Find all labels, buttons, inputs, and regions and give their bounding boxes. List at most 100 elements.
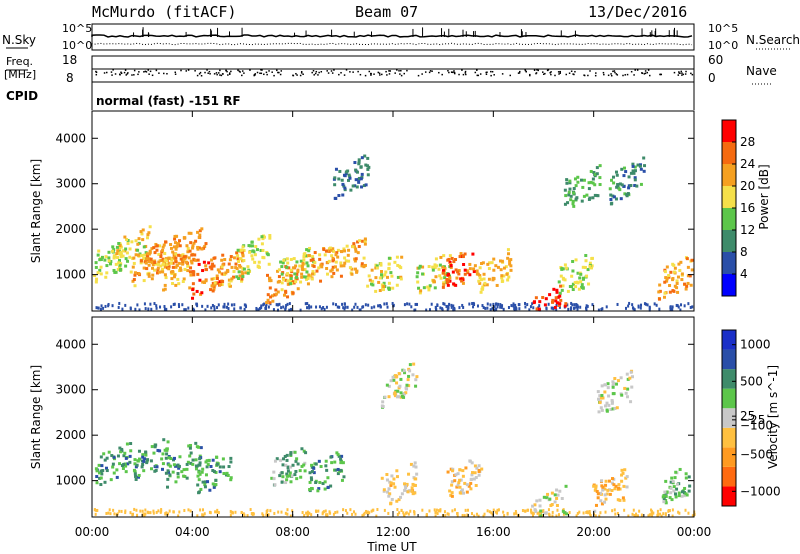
heat-cell [272, 470, 276, 474]
heat-cell [235, 275, 239, 279]
heat-cell [163, 305, 166, 309]
heat-cell [163, 307, 166, 311]
heat-cell [364, 163, 368, 167]
heat-cell [171, 265, 175, 269]
heat-cell [196, 514, 199, 518]
heat-cell [575, 304, 578, 308]
heat-cell [229, 279, 233, 283]
freq-dot [125, 74, 127, 76]
heat-cell [207, 459, 211, 463]
heat-cell [227, 302, 230, 306]
heat-cell [218, 270, 222, 274]
heat-cell [623, 468, 627, 472]
heat-cell [449, 264, 453, 268]
heat-cell [673, 266, 677, 270]
heat-cell [158, 270, 162, 274]
heat-cell [363, 154, 367, 158]
heat-cell [631, 169, 635, 173]
heat-cell [126, 241, 130, 245]
heat-cell [349, 188, 353, 192]
heat-cell [293, 473, 297, 477]
heat-cell [267, 262, 271, 266]
heat-cell [506, 248, 510, 252]
heat-cell [442, 282, 446, 286]
heat-cell [477, 470, 481, 474]
freq-dot [557, 71, 560, 73]
heat-cell [533, 503, 537, 507]
heat-cell [556, 508, 559, 512]
heat-cell [404, 486, 408, 490]
heat-cell [402, 511, 405, 515]
heat-cell [147, 272, 151, 276]
heat-cell [334, 511, 337, 515]
heat-cell [468, 302, 471, 306]
freq-dot [151, 74, 154, 77]
heat-cell [295, 272, 299, 276]
freq-dot [454, 72, 456, 75]
heat-cell [113, 512, 116, 516]
freq-dot [389, 70, 392, 72]
heat-cell [400, 508, 403, 512]
heat-cell [592, 171, 596, 175]
heat-cell [663, 270, 667, 274]
heat-cell [204, 267, 208, 271]
heat-cell [389, 379, 393, 383]
noise-left-tick-bottom: 10^0 [62, 39, 92, 52]
heat-cell [680, 490, 684, 494]
heat-cell [260, 242, 264, 246]
heat-cell [276, 290, 280, 294]
heat-cell [619, 376, 623, 380]
colorbar-frame [721, 329, 737, 507]
heat-cell [609, 202, 613, 206]
heat-cell [383, 273, 387, 277]
heat-cell [208, 488, 212, 492]
heat-cell [595, 194, 599, 198]
heat-cell [241, 275, 245, 279]
heat-cell [215, 510, 218, 514]
freq-dot [491, 70, 494, 73]
heat-cell [268, 236, 272, 240]
heat-cell [460, 279, 464, 283]
heat-cell [375, 264, 379, 268]
heat-cell [155, 304, 158, 308]
freq-dot [295, 72, 297, 75]
heat-cell [576, 305, 579, 309]
heat-cell [142, 469, 146, 473]
heat-cell [140, 465, 144, 469]
heat-cell [124, 264, 128, 268]
heat-cell [372, 508, 375, 512]
heat-cell [115, 252, 119, 256]
heat-cell [673, 492, 677, 496]
heat-cell [379, 262, 383, 266]
heat-cell [553, 305, 557, 309]
heat-cell [614, 170, 618, 174]
heat-cell [313, 261, 317, 265]
heat-cell [396, 263, 400, 267]
heat-cell [405, 387, 409, 391]
heat-cell [197, 478, 201, 482]
heat-cell [308, 471, 312, 475]
heat-cell [524, 301, 527, 305]
heat-cell [609, 198, 613, 202]
heat-cell [674, 495, 678, 499]
power-colorbar-label: Power [dB] [757, 164, 771, 229]
heat-cell [299, 475, 303, 479]
heat-cell [410, 489, 414, 493]
heat-cell [302, 275, 306, 279]
heat-cell [305, 261, 309, 265]
heat-cell [608, 187, 612, 191]
freq-dot [429, 70, 432, 72]
heat-cell [455, 485, 459, 489]
heat-cell [425, 513, 428, 517]
heat-cell [438, 274, 442, 278]
heat-cell [398, 511, 401, 515]
heat-cell [118, 263, 122, 267]
heat-cell [365, 509, 368, 513]
heat-cell [330, 254, 334, 258]
heat-cell [175, 263, 179, 267]
heat-cell [548, 293, 552, 297]
velocity-data [93, 362, 696, 518]
heat-cell [351, 308, 354, 312]
y-tick-label: 4000 [55, 337, 86, 351]
freq-dot [424, 71, 427, 73]
